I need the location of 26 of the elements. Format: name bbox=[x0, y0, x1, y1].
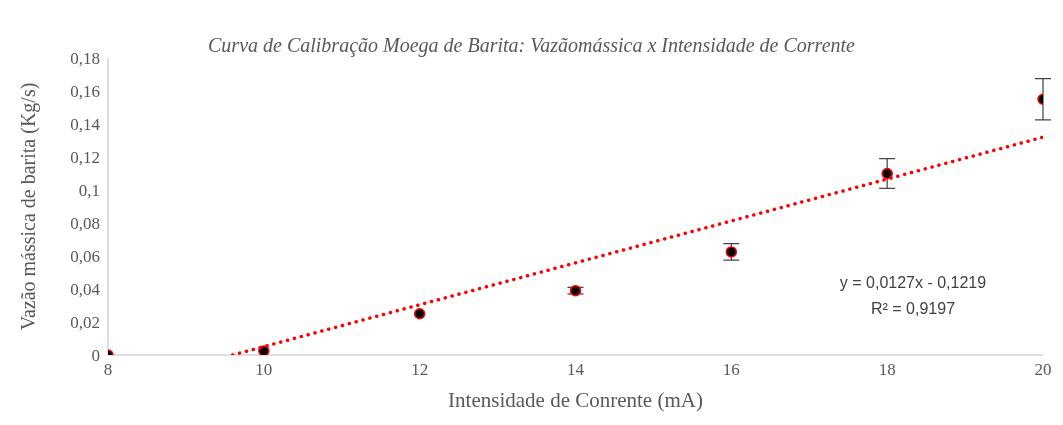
x-tick-label: 18 bbox=[878, 360, 896, 380]
x-tick-label: 12 bbox=[411, 360, 429, 380]
point bbox=[258, 345, 270, 355]
y-tick-label: 0,02 bbox=[70, 313, 100, 333]
x-tick-label: 10 bbox=[255, 360, 273, 380]
x-tick-label: 8 bbox=[103, 360, 113, 380]
point bbox=[569, 284, 582, 297]
y-tick-label: 0,18 bbox=[70, 49, 100, 69]
x-axis-title: Intensidade de Conrente (mA) bbox=[448, 388, 703, 412]
annotation: R² = 0,9197 bbox=[869, 299, 957, 319]
point bbox=[881, 167, 893, 180]
y-tick-label: 0,06 bbox=[70, 247, 100, 267]
y-tick-label: 0 bbox=[91, 346, 100, 366]
y-tick-label: 0,16 bbox=[70, 82, 100, 102]
y-tick-label: 0,08 bbox=[70, 214, 100, 234]
x-tick-label: 20 bbox=[1034, 360, 1052, 380]
chart-title: Curva de Calibração Moega de Barita: Vazãomássica x Intensidade de Corrente bbox=[208, 34, 855, 56]
x-tick-label: 14 bbox=[567, 360, 585, 380]
y-tick-label: 0,04 bbox=[70, 280, 101, 300]
point bbox=[413, 308, 426, 320]
x-tick-label: 16 bbox=[722, 360, 740, 380]
y-tick-label: 0,14 bbox=[70, 115, 101, 135]
annotation: y = 0,0127x - 0,1219 bbox=[838, 273, 988, 293]
y-tick-label: 0,1 bbox=[78, 181, 100, 201]
y-tick-label: 0,12 bbox=[70, 148, 100, 168]
y-axis-title: Vazão mássica de barita (Kg/s) bbox=[17, 82, 41, 331]
